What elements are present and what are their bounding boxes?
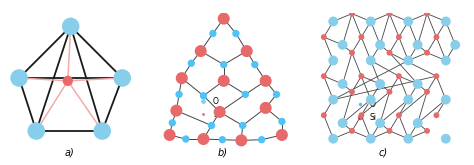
Point (175, 93, 183, 96)
Point (239, 124, 246, 127)
Point (367, 137, 374, 140)
Point (329, 59, 337, 62)
Point (251, 63, 259, 66)
Point (15, 77, 23, 79)
Point (404, 20, 412, 23)
Point (404, 59, 412, 62)
Point (357, 75, 365, 78)
Point (216, 111, 223, 113)
Point (451, 44, 459, 46)
Point (320, 36, 328, 38)
Point (200, 94, 207, 97)
Point (329, 98, 337, 101)
Point (200, 138, 207, 140)
Point (376, 122, 384, 124)
Point (386, 130, 393, 132)
Point (348, 90, 356, 93)
Point (118, 77, 126, 79)
Point (339, 122, 346, 124)
Point (442, 59, 450, 62)
Point (442, 98, 450, 101)
Point (278, 120, 286, 123)
Point (414, 122, 421, 124)
Point (442, 137, 450, 140)
Legend: O, Si: O, Si (349, 97, 380, 125)
Point (433, 36, 440, 38)
Point (339, 44, 346, 46)
Point (182, 138, 190, 140)
Point (262, 107, 269, 109)
Point (220, 80, 228, 82)
Text: b): b) (218, 147, 228, 157)
Point (99, 130, 106, 132)
Point (395, 114, 403, 116)
Point (357, 36, 365, 38)
Point (232, 32, 240, 35)
Point (348, 51, 356, 54)
Point (33, 130, 40, 132)
Text: a): a) (64, 147, 74, 157)
Point (173, 109, 180, 112)
Point (423, 90, 431, 93)
Point (273, 93, 280, 96)
Point (262, 80, 269, 82)
Point (220, 63, 228, 66)
Point (67, 25, 74, 28)
Point (395, 75, 403, 78)
Point (386, 12, 393, 15)
Point (423, 12, 431, 15)
Text: c): c) (379, 147, 388, 157)
Point (357, 114, 365, 116)
Point (197, 50, 204, 52)
Point (414, 44, 421, 46)
Point (433, 114, 440, 116)
Point (442, 20, 450, 23)
Point (320, 114, 328, 116)
Point (219, 138, 226, 141)
Point (208, 124, 215, 127)
Point (433, 75, 440, 78)
Point (169, 121, 176, 124)
Point (423, 51, 431, 54)
Point (423, 130, 431, 132)
Point (64, 80, 72, 82)
Point (329, 137, 337, 140)
Point (209, 32, 217, 35)
Point (242, 93, 249, 96)
Point (414, 83, 421, 85)
Legend: O, Si: O, Si (192, 94, 223, 122)
Point (166, 134, 173, 136)
Point (258, 138, 265, 141)
Point (404, 137, 412, 140)
Point (220, 17, 228, 20)
Point (348, 130, 356, 132)
Point (237, 139, 245, 142)
Point (367, 20, 374, 23)
Point (395, 36, 403, 38)
Point (178, 77, 185, 80)
Point (320, 75, 328, 78)
Point (404, 98, 412, 101)
Point (278, 134, 286, 136)
Point (329, 20, 337, 23)
Point (348, 12, 356, 15)
Point (367, 98, 374, 101)
Point (339, 83, 346, 85)
Point (386, 51, 393, 54)
Point (187, 62, 195, 65)
Point (367, 59, 374, 62)
Point (386, 90, 393, 93)
Point (243, 50, 251, 52)
Point (376, 44, 384, 46)
Point (376, 83, 384, 85)
